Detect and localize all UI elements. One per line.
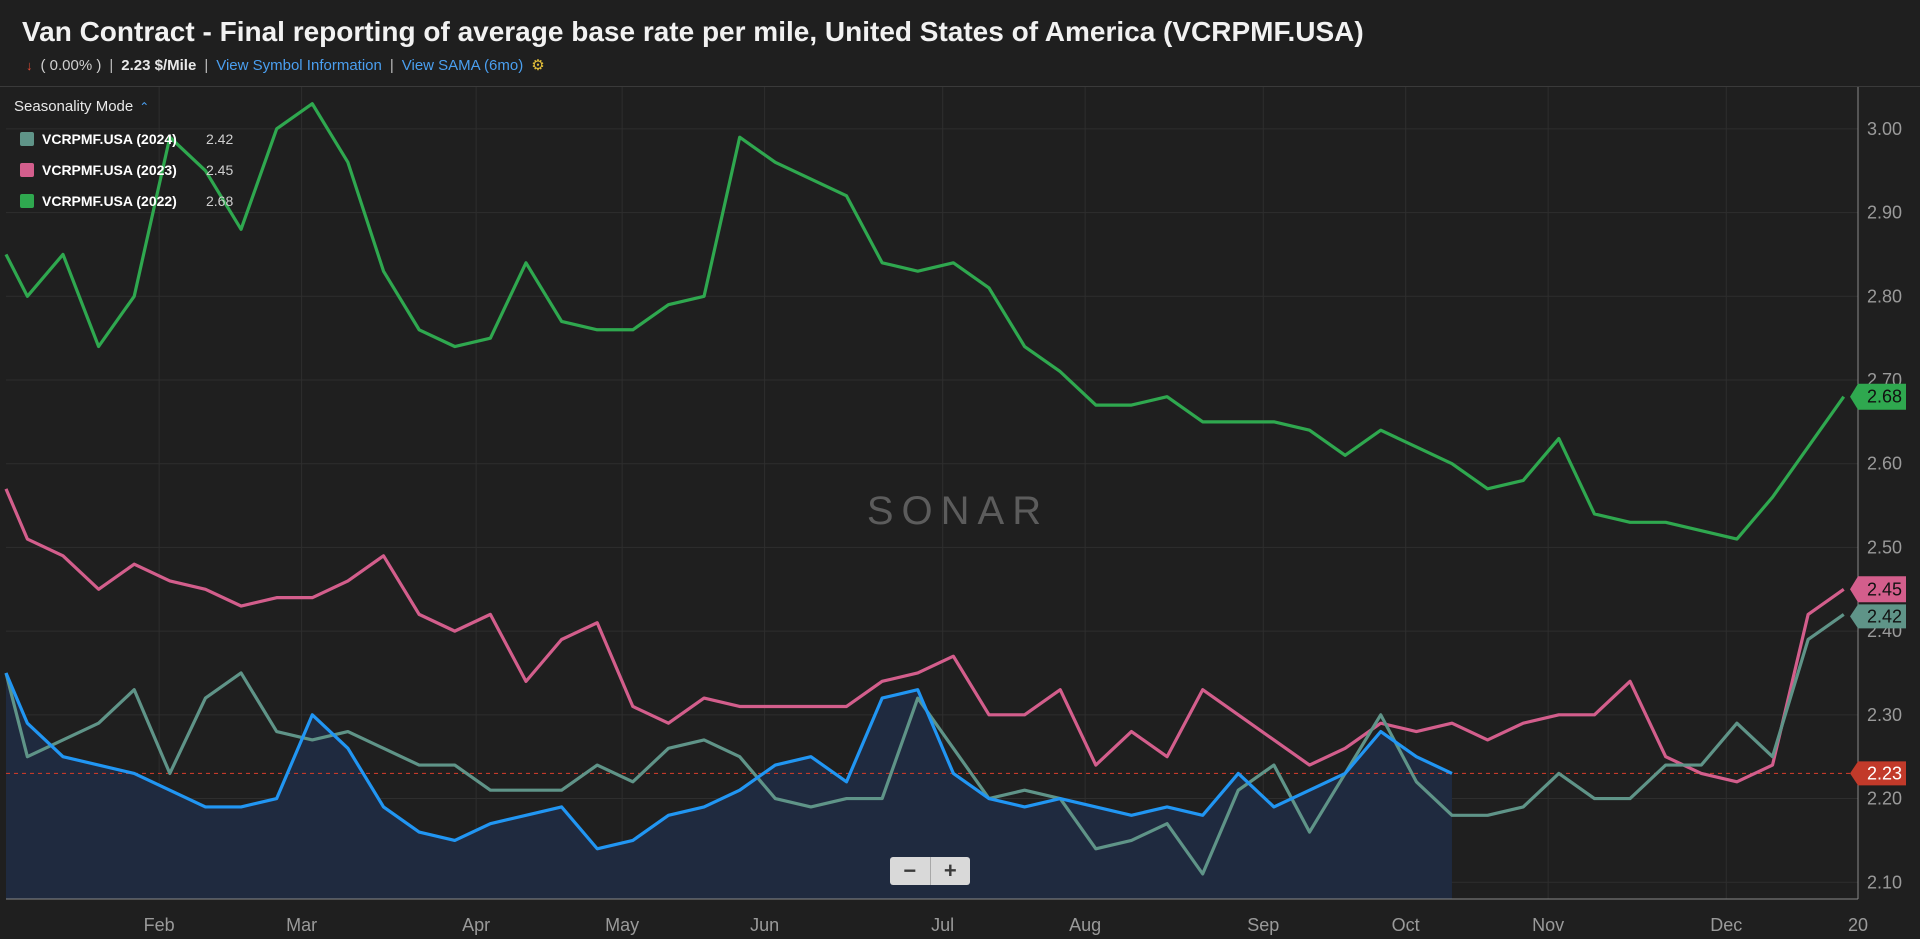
price-tag-2022: 2.68 <box>1850 383 1906 410</box>
symbol-info-bar: ↓ ( 0.00% ) | 2.23 $/Mile | View Symbol … <box>26 56 545 75</box>
x-tick-label: Nov <box>1532 915 1564 935</box>
x-tick-label: Feb <box>144 915 175 935</box>
y-tick-label: 2.10 <box>1867 872 1902 892</box>
x-tick-label: Apr <box>462 915 490 935</box>
y-tick-label: 2.90 <box>1867 203 1902 223</box>
series-line-3 <box>4 672 1453 851</box>
y-tick-label: 2.50 <box>1867 537 1902 557</box>
legend-item-value: 2.42 <box>206 130 234 147</box>
legend-item-label: VCRPMF.USA (2022) <box>42 192 177 209</box>
legend-swatch <box>20 162 34 177</box>
line-chart[interactable]: SONAR 2.102.202.302.402.502.602.702.802.… <box>0 87 1920 939</box>
series-lines <box>4 102 1846 876</box>
zoom-controls: − + <box>890 857 970 885</box>
y-tick-label: 2.20 <box>1867 789 1902 809</box>
y-tick-label: 2.80 <box>1867 286 1902 306</box>
x-tick-label: Aug <box>1069 915 1101 935</box>
divider: | <box>204 56 209 74</box>
view-sama-link[interactable]: View SAMA (6mo) <box>401 56 524 74</box>
series-area-fill <box>6 672 1452 899</box>
divider: | <box>389 56 394 74</box>
legend: Seasonality Mode ⌃ VCRPMF.USA (2024) 2.4… <box>14 98 233 216</box>
zoom-out-button[interactable]: − <box>903 858 917 883</box>
price-tag-bg <box>1850 576 1906 603</box>
price-tag-bg <box>1850 761 1906 786</box>
price-tag-text: 2.23 <box>1867 763 1902 783</box>
legend-item-2023[interactable]: VCRPMF.USA (2023) 2.45 <box>14 154 233 185</box>
value-labels: 2.68 2.45 2.42 2.23 <box>1850 383 1906 786</box>
x-tick-label: May <box>605 915 639 935</box>
zoom-in-button[interactable]: + <box>929 857 971 885</box>
chart-title: Van Contract - Final reporting of averag… <box>22 16 1364 47</box>
seasonality-mode-label: Seasonality Mode <box>14 98 134 115</box>
x-tick-label: Sep <box>1247 915 1279 935</box>
settings-icon[interactable]: ⚙ <box>531 57 545 74</box>
sonar-watermark: SONAR <box>867 489 1049 533</box>
price-tag-bg <box>1850 383 1906 410</box>
legend-item-label: VCRPMF.USA (2023) <box>42 161 177 178</box>
axes: 2.102.202.302.402.502.602.702.802.903.00… <box>6 87 1902 935</box>
y-tick-label: 2.30 <box>1867 705 1902 725</box>
legend-item-2024[interactable]: VCRPMF.USA (2024) 2.42 <box>14 123 233 154</box>
x-tick-label: Mar <box>286 915 317 935</box>
series-line-0 <box>4 102 1846 541</box>
price-tag-bg <box>1850 604 1906 629</box>
legend-item-2022[interactable]: VCRPMF.USA (2022) 2.68 <box>14 185 233 216</box>
legend-item-value: 2.68 <box>206 192 234 209</box>
divider: | <box>109 56 114 74</box>
x-tick-label: Oct <box>1392 915 1420 935</box>
area-layer <box>6 672 1452 899</box>
series-line-1 <box>4 488 1845 784</box>
view-symbol-information-link[interactable]: View Symbol Information <box>216 56 382 74</box>
legend-item-value: 2.45 <box>206 161 234 178</box>
chevron-up-icon: ⌃ <box>139 99 150 114</box>
change-percent: ( 0.00% ) <box>40 56 102 74</box>
y-tick-label: 2.60 <box>1867 454 1902 474</box>
x-tick-label: 20 <box>1848 915 1868 935</box>
seasonality-mode-toggle[interactable]: Seasonality Mode ⌃ <box>14 98 233 115</box>
price-tag-text: 2.45 <box>1867 579 1902 599</box>
chart-header: Van Contract - Final reporting of averag… <box>0 0 1920 87</box>
x-tick-label: Dec <box>1710 915 1742 935</box>
y-tick-label: 3.00 <box>1867 119 1902 139</box>
down-arrow-icon: ↓ <box>26 57 33 73</box>
legend-item-label: VCRPMF.USA (2024) <box>42 130 177 147</box>
price-tag-current: 2.23 <box>1850 761 1906 786</box>
x-tick-label: Jul <box>931 915 954 935</box>
legend-swatch <box>20 193 34 208</box>
price-tag-2024: 2.42 <box>1850 604 1906 629</box>
series-line-2 <box>4 613 1845 876</box>
legend-swatch <box>20 131 34 146</box>
x-tick-label: Jun <box>750 915 779 935</box>
current-value: 2.23 $/Mile <box>121 56 197 74</box>
price-tag-2023: 2.45 <box>1850 576 1906 603</box>
price-tag-text: 2.68 <box>1867 387 1902 407</box>
price-tag-text: 2.42 <box>1867 606 1902 626</box>
